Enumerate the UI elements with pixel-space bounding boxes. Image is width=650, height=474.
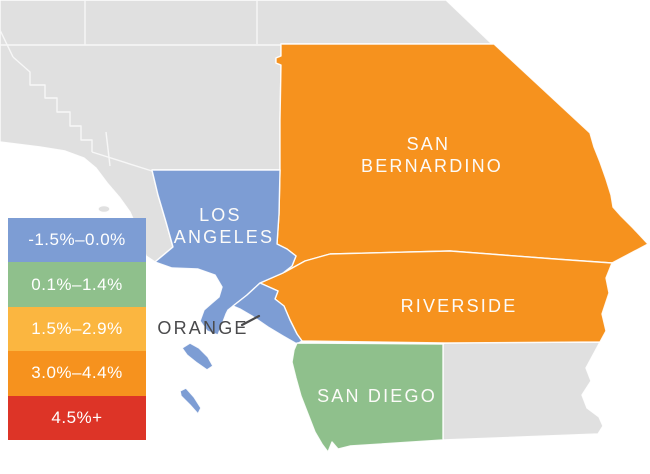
island-san-clemente [179, 387, 202, 415]
island-santa-catalina [181, 342, 214, 371]
county-border-line [0, 29, 14, 58]
county-border-line [91, 151, 153, 172]
region-san-diego[interactable] [291, 342, 444, 453]
legend-item-2: 0.1%–1.4% [8, 262, 146, 307]
legend-item-5-label: 4.5%+ [51, 407, 103, 427]
legend-item-4-label: 3.0%–4.4% [31, 363, 123, 383]
legend: -1.5%–0.0% 0.1%–1.4% 1.5%–2.9% 3.0%–4.4%… [8, 218, 146, 441]
label-orange: ORANGE [157, 318, 248, 338]
legend-item-1: -1.5%–0.0% [8, 218, 146, 263]
label-riverside: RIVERSIDE [401, 296, 518, 316]
island-channel [97, 204, 111, 214]
legend-item-2-label: 0.1%–1.4% [31, 274, 123, 294]
label-san-diego: SAN DIEGO [317, 386, 437, 406]
region-imperial [442, 341, 604, 441]
legend-item-3-label: 1.5%–2.9% [31, 319, 123, 339]
legend-item-5: 4.5%+ [8, 395, 146, 441]
legend-item-3: 1.5%–2.9% [8, 306, 146, 352]
legend-item-4: 3.0%–4.4% [8, 351, 146, 396]
region-los-angeles[interactable] [151, 169, 297, 336]
legend-item-1-label: -1.5%–0.0% [28, 230, 126, 250]
county-border-line [12, 56, 93, 152]
label-los-angeles: LOS ANGELES [174, 205, 274, 247]
label-san-bernardino: SAN BERNARDINO [361, 134, 503, 176]
orange-leader-line [240, 314, 261, 327]
county-border-line [105, 131, 111, 167]
